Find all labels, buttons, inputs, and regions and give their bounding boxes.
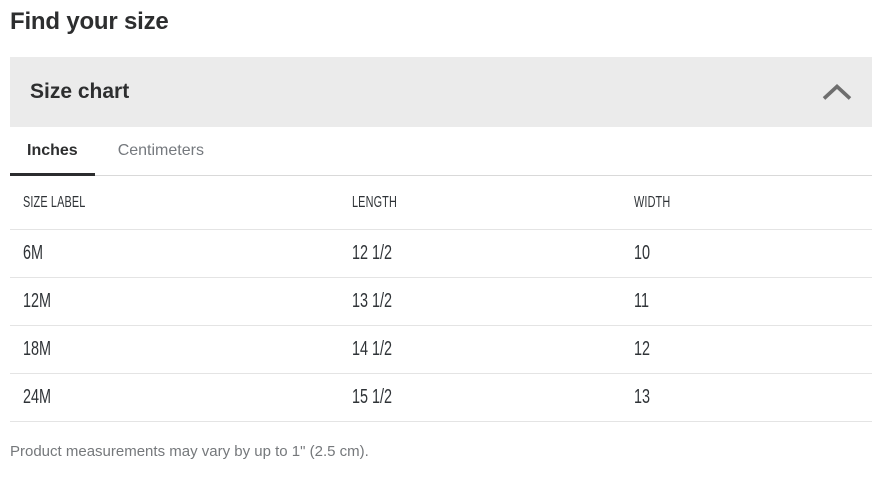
size-guide-section: Find your size Size chart Inches Centime… [10,8,872,460]
cell-width: 13 [634,386,651,408]
cell-size-label: 24M [23,386,52,408]
tab-centimeters-label: Centimeters [117,142,204,159]
table-row: 24M 15 1/2 13 [10,374,872,422]
table-row: 18M 14 1/2 12 [10,326,872,374]
cell-width: 11 [634,290,649,312]
cell-size-label: 12M [23,290,52,312]
cell-length: 12 1/2 [352,242,393,264]
cell-length: 13 1/2 [352,290,393,312]
cell-size-label: 18M [23,338,52,360]
page-title: Find your size [10,8,169,35]
measurement-disclaimer: Product measurements may vary by up to 1… [10,443,369,460]
tab-inches[interactable]: Inches [10,127,95,176]
accordion-title: Size chart [30,80,130,103]
cell-width: 12 [634,338,651,360]
header-size-label: SIZE LABEL [23,193,86,211]
header-length: LENGTH [352,193,397,211]
tab-centimeters[interactable]: Centimeters [101,127,221,175]
cell-length: 15 1/2 [352,386,393,408]
cell-size-label: 6M [23,242,44,264]
size-chart-accordion-header[interactable]: Size chart [10,57,872,127]
cell-length: 14 1/2 [352,338,393,360]
table-header-row: SIZE LABEL LENGTH WIDTH [10,176,872,230]
size-table: SIZE LABEL LENGTH WIDTH 6M 12 1/2 10 12M… [10,176,872,422]
table-row: 12M 13 1/2 11 [10,278,872,326]
chevron-up-icon [822,83,852,101]
tab-inches-label: Inches [27,142,78,159]
header-width: WIDTH [634,193,671,211]
unit-tabs: Inches Centimeters [10,127,872,176]
table-row: 6M 12 1/2 10 [10,230,872,278]
cell-width: 10 [634,242,651,264]
